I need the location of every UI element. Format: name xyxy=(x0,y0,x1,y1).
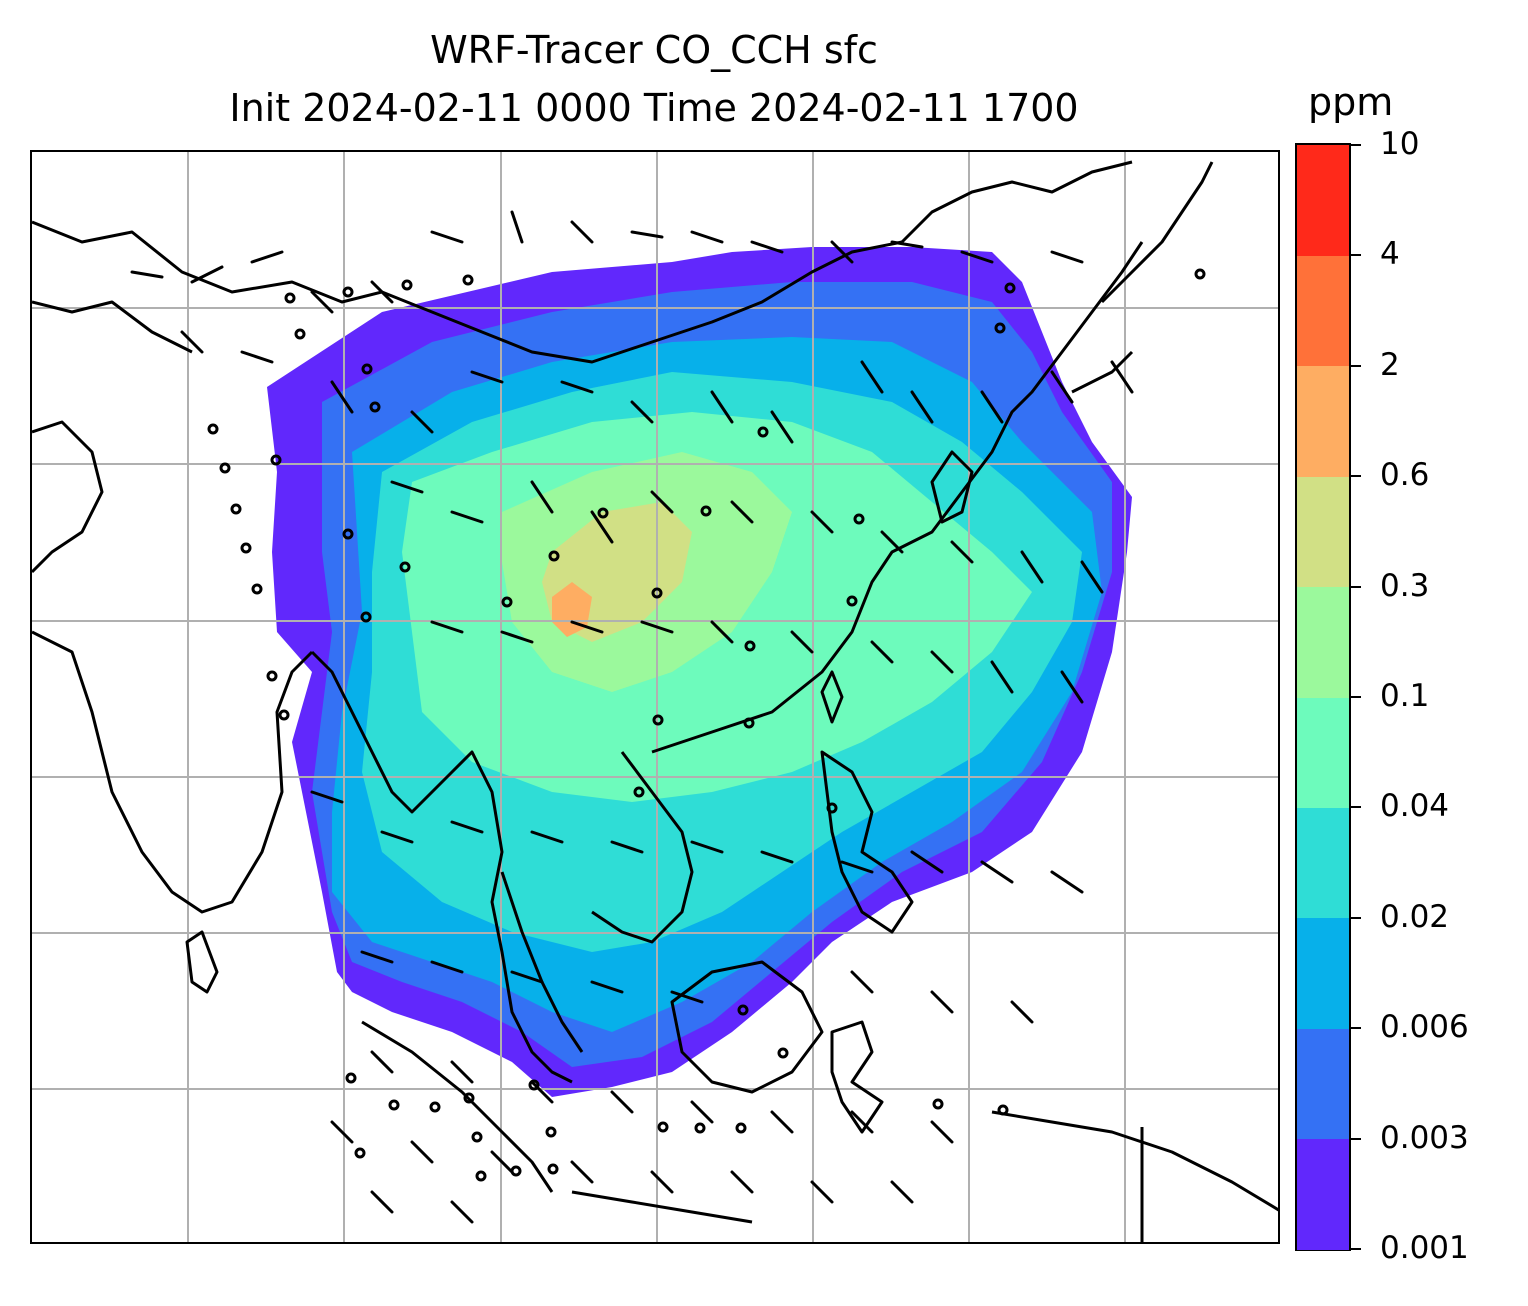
colorbar-tick xyxy=(1351,475,1361,478)
map-title: WRF-Tracer CO_CCH sfc xyxy=(430,28,878,72)
colorbar-tick-label: 0.003 xyxy=(1380,1119,1469,1156)
colorbar-tick xyxy=(1351,585,1361,588)
coastlines xyxy=(32,160,1278,1242)
colorbar xyxy=(1295,143,1351,1251)
colorbar-segment xyxy=(1297,1028,1349,1140)
colorbar-segment xyxy=(1297,145,1349,256)
wind-barbs xyxy=(130,210,1134,1224)
map-subtitle: Init 2024-02-11 0000 Time 2024-02-11 170… xyxy=(229,86,1079,130)
colorbar-tick-label: 0.006 xyxy=(1380,1009,1469,1046)
map-canvas xyxy=(32,152,1278,1242)
colorbar-segment xyxy=(1297,586,1349,698)
colorbar-segment xyxy=(1297,917,1349,1029)
colorbar-tick-label: 0.3 xyxy=(1380,567,1430,604)
colorbar-tick xyxy=(1351,696,1361,698)
colorbar-segment xyxy=(1297,365,1349,477)
colorbar-segment xyxy=(1297,807,1349,919)
colorbar-tick-label: 0.1 xyxy=(1380,678,1430,714)
colorbar-tick xyxy=(1351,916,1361,919)
colorbar-tick xyxy=(1351,1248,1361,1250)
colorbar-tick-label: 0.04 xyxy=(1380,788,1450,825)
colorbar-tick xyxy=(1351,144,1361,146)
colorbar-segment xyxy=(1297,476,1349,588)
colorbar-unit-label: ppm xyxy=(1308,80,1394,124)
tracer-level-06 xyxy=(552,582,592,637)
colorbar-segment xyxy=(1297,697,1349,808)
tracer-field xyxy=(267,247,1132,1097)
colorbar-tick-label: 2 xyxy=(1380,346,1400,383)
colorbar-tick-label: 10 xyxy=(1380,126,1420,162)
colorbar-tick xyxy=(1351,1027,1361,1030)
colorbar-tick-label: 4 xyxy=(1380,236,1400,273)
colorbar-tick xyxy=(1351,364,1361,367)
colorbar-tick xyxy=(1351,254,1361,257)
colorbar-tick-label: 0.001 xyxy=(1380,1230,1469,1266)
colorbar-tick xyxy=(1351,806,1361,809)
colorbar-tick-label: 0.02 xyxy=(1380,898,1450,935)
colorbar-segment xyxy=(1297,1138,1349,1250)
calm-wind-markers xyxy=(207,268,1206,1182)
colorbar-segment xyxy=(1297,255,1349,367)
colorbar-tick-label: 0.6 xyxy=(1380,457,1430,494)
map-panel xyxy=(30,150,1280,1244)
colorbar-tick xyxy=(1351,1137,1361,1140)
